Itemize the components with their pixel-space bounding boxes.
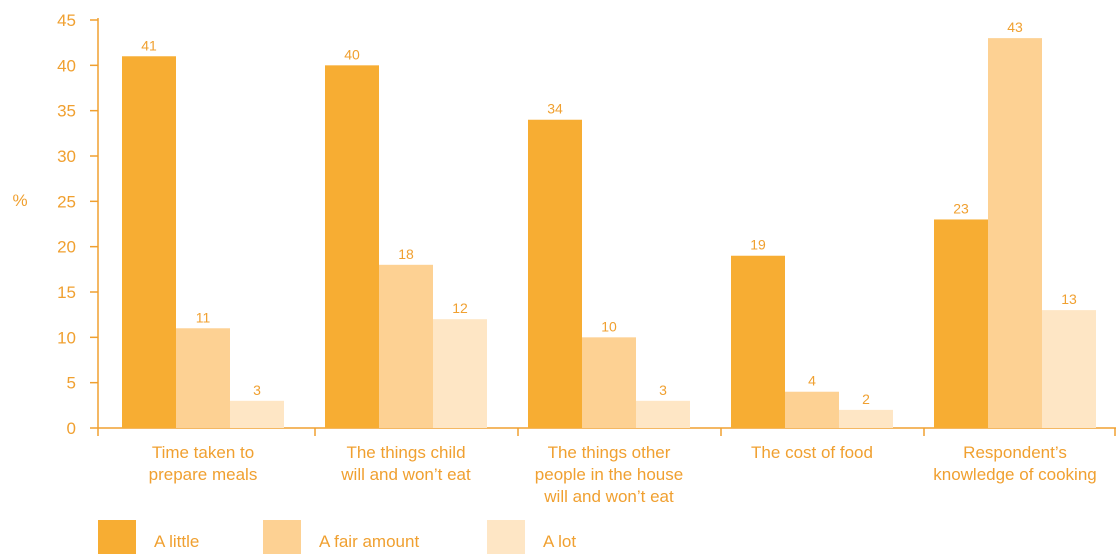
y-tick-label: 25 [57, 192, 76, 211]
x-axis [97, 427, 1116, 436]
category-label: Time taken to prepare meals [149, 443, 258, 484]
category-label: Respondent’s knowledge of cooking [933, 443, 1097, 484]
bar [176, 328, 230, 428]
y-tick-label: 40 [57, 56, 76, 75]
bar [582, 337, 636, 428]
data-labels: 41 11 3 40 18 12 34 10 3 19 4 2 23 43 13 [141, 19, 1077, 407]
y-tick-label: 5 [67, 374, 76, 393]
legend-swatch [487, 520, 525, 554]
category-label-line: prepare meals [149, 465, 258, 484]
bar [528, 119, 582, 428]
legend: A little A fair amount A lot [98, 520, 576, 554]
legend-label: A little [154, 532, 199, 551]
category-label: The cost of food [751, 443, 873, 462]
category-label: The things child will and won’t eat [340, 443, 471, 484]
category-label: The things other people in the house will … [535, 443, 683, 506]
bar [988, 38, 1042, 429]
y-tick-label: 15 [57, 283, 76, 302]
legend-swatch [263, 520, 301, 554]
category-label-line: The things child [346, 443, 465, 462]
data-label: 2 [862, 391, 870, 407]
category-labels: Time taken to prepare meals The things chi… [149, 443, 1097, 506]
bar [785, 391, 839, 428]
legend-label: A lot [543, 532, 576, 551]
legend-swatch [98, 520, 136, 554]
y-tick-label: 45 [57, 11, 76, 30]
category-label-line: knowledge of cooking [933, 465, 1097, 484]
category-label-line: Respondent’s [963, 443, 1067, 462]
bar [230, 400, 284, 428]
bar [1042, 310, 1096, 428]
data-label: 23 [953, 200, 969, 216]
bar [379, 264, 433, 428]
y-tick-label: 35 [57, 102, 76, 121]
bars [122, 38, 1096, 429]
data-label: 19 [750, 237, 766, 253]
category-label-line: Time taken to [152, 443, 254, 462]
data-label: 40 [344, 46, 360, 62]
y-tick-label: 30 [57, 147, 76, 166]
category-label-line: The cost of food [751, 443, 873, 462]
bar [731, 255, 785, 428]
bar [122, 56, 176, 429]
legend-label: A fair amount [319, 532, 419, 551]
data-label: 3 [253, 382, 261, 398]
data-label: 13 [1061, 291, 1077, 307]
category-label-line: will and won’t eat [543, 487, 674, 506]
data-label: 12 [452, 300, 468, 316]
data-label: 18 [398, 246, 414, 262]
y-axis-label: % [12, 191, 27, 210]
category-label-line: people in the house [535, 465, 683, 484]
data-label: 43 [1007, 19, 1023, 35]
data-label: 10 [601, 318, 617, 334]
bar [839, 409, 893, 428]
category-label-line: The things other [548, 443, 671, 462]
y-tick-label: 10 [57, 328, 76, 347]
y-tick-label: 20 [57, 238, 76, 257]
data-label: 11 [196, 309, 211, 325]
bar [325, 65, 379, 428]
y-tick-label: 0 [67, 419, 76, 438]
data-label: 34 [547, 101, 563, 117]
data-label: 3 [659, 382, 667, 398]
bar [934, 219, 988, 428]
data-label: 4 [808, 373, 816, 389]
category-label-line: will and won’t eat [340, 465, 471, 484]
bar [636, 400, 690, 428]
data-label: 41 [141, 37, 157, 53]
y-axis: 0 5 10 15 20 25 30 35 40 45% [12, 11, 99, 438]
bar [433, 319, 487, 428]
